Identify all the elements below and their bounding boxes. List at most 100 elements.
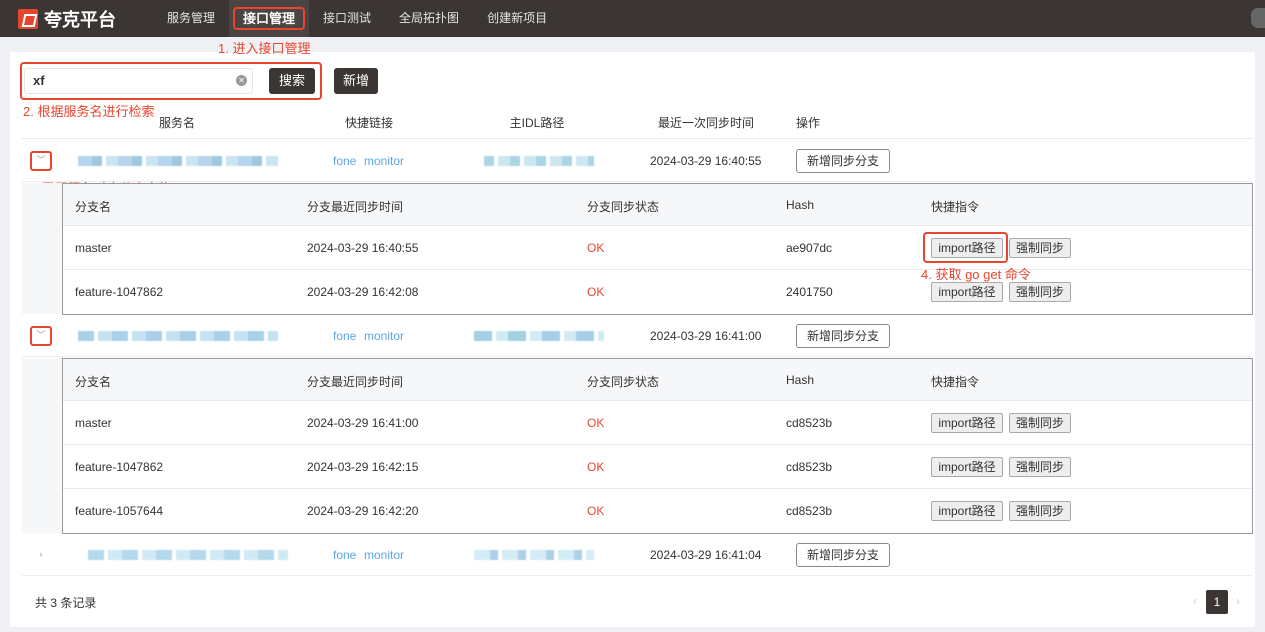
link-fone[interactable]: fone bbox=[333, 548, 357, 562]
import-highlight bbox=[923, 232, 1008, 263]
link-fone[interactable]: fone bbox=[333, 329, 357, 343]
add-button[interactable]: 新增 bbox=[334, 68, 378, 94]
total-records: 共 3 条记录 bbox=[35, 596, 97, 610]
service-name-redacted bbox=[78, 331, 278, 341]
subtable-indent bbox=[22, 358, 62, 533]
branch-time: 2024-03-29 16:42:15 bbox=[307, 460, 419, 474]
last-sync-time: 2024-03-29 16:41:00 bbox=[650, 329, 762, 343]
nav-interface-management[interactable]: 接口管理 bbox=[229, 0, 310, 37]
branch-table: 分支名 分支最近同步时间 分支同步状态 Hash 快捷指令 master 202… bbox=[62, 183, 1253, 315]
col-branch-sync-time: 分支最近同步时间 bbox=[307, 200, 404, 214]
search-input[interactable]: xf bbox=[24, 68, 253, 94]
col-branch-status: 分支同步状态 bbox=[587, 375, 660, 389]
header-last-sync: 最近一次同步时间 bbox=[657, 116, 755, 130]
link-fone[interactable]: fone bbox=[333, 154, 357, 168]
link-monitor[interactable]: monitor bbox=[364, 329, 405, 343]
link-monitor[interactable]: monitor bbox=[364, 548, 405, 562]
branch-row: feature-1047862 2024-03-29 16:42:15 OK c… bbox=[63, 445, 1252, 489]
chevron-down-icon[interactable]: ﹀ bbox=[30, 151, 52, 171]
page-1-button[interactable]: 1 bbox=[1206, 590, 1228, 614]
last-sync-time: 2024-03-29 16:40:55 bbox=[650, 154, 762, 168]
col-hash: Hash bbox=[786, 198, 815, 212]
annotation-step4: 4. 获取 go get 命令 bbox=[921, 267, 1031, 282]
col-branch-sync-time: 分支最近同步时间 bbox=[307, 375, 404, 389]
annotation-step2: 2. 根据服务名进行检索 bbox=[23, 104, 155, 119]
branch-time: 2024-03-29 16:40:55 bbox=[307, 241, 419, 255]
branch-row: feature-1047862 2024-03-29 16:42:08 OK 2… bbox=[63, 270, 1252, 314]
search-highlight bbox=[20, 62, 322, 100]
branch-hash: cd8523b bbox=[786, 416, 833, 430]
header-actions: 操作 bbox=[795, 116, 821, 130]
clear-icon[interactable]: ✕ bbox=[236, 75, 247, 86]
nav-create-project[interactable]: 创建新项目 bbox=[487, 11, 548, 25]
brand-name: 夸克平台 bbox=[44, 9, 116, 30]
col-hash: Hash bbox=[786, 373, 815, 387]
branch-hash: cd8523b bbox=[786, 460, 833, 474]
header-quick-links: 快捷链接 bbox=[344, 116, 394, 130]
branch-name: master bbox=[75, 241, 112, 255]
col-branch-name: 分支名 bbox=[75, 200, 112, 214]
add-sync-branch-button[interactable]: 新增同步分支 bbox=[796, 149, 890, 173]
service-name-redacted bbox=[88, 550, 288, 560]
prev-page-icon[interactable]: ‹ bbox=[1193, 594, 1197, 608]
annotation-step1: 1. 进入接口管理 bbox=[218, 41, 311, 56]
import-path-button[interactable]: import路径 bbox=[931, 457, 1003, 477]
table-header: 服务名 快捷链接 主IDL路径 最近一次同步时间 操作 bbox=[22, 106, 1253, 139]
import-path-button[interactable]: import路径 bbox=[931, 238, 1003, 258]
branch-time: 2024-03-29 16:41:00 bbox=[307, 416, 419, 430]
branch-status: OK bbox=[587, 241, 605, 255]
logo-icon bbox=[18, 8, 38, 29]
force-sync-button[interactable]: 强制同步 bbox=[1009, 457, 1071, 477]
branch-status: OK bbox=[587, 416, 605, 430]
add-sync-branch-button[interactable]: 新增同步分支 bbox=[796, 543, 890, 567]
search-button[interactable]: 搜索 bbox=[269, 68, 315, 94]
header-idl-path: 主IDL路径 bbox=[509, 116, 565, 130]
nav-service-management[interactable]: 服务管理 bbox=[167, 11, 216, 25]
link-monitor[interactable]: monitor bbox=[364, 154, 405, 168]
branch-status: OK bbox=[587, 460, 605, 474]
idl-path-redacted bbox=[474, 550, 594, 560]
nav-interface-testing[interactable]: 接口测试 bbox=[323, 11, 372, 25]
force-sync-button[interactable]: 强制同步 bbox=[1009, 282, 1071, 302]
branch-hash: ae907dc bbox=[786, 241, 833, 255]
user-avatar[interactable] bbox=[1251, 8, 1265, 28]
branch-time: 2024-03-29 16:42:20 bbox=[307, 504, 419, 518]
branch-status: OK bbox=[587, 504, 605, 518]
branch-table-header: 分支名 分支最近同步时间 分支同步状态 Hash 快捷指令 bbox=[63, 184, 1252, 226]
branch-row: feature-1057644 2024-03-29 16:42:20 OK c… bbox=[63, 489, 1252, 533]
branch-name: feature-1047862 bbox=[75, 285, 164, 299]
service-row: › fone monitor 2024-03-29 16:41:04 新增同步分… bbox=[22, 534, 1253, 576]
top-navbar: 夸克平台 服务管理 接口管理 接口测试 全局拓扑图 创建新项目 bbox=[0, 0, 1265, 37]
branch-status: OK bbox=[587, 285, 605, 299]
nav-global-topology[interactable]: 全局拓扑图 bbox=[399, 11, 460, 25]
force-sync-button[interactable]: 强制同步 bbox=[1009, 238, 1071, 258]
add-sync-branch-button[interactable]: 新增同步分支 bbox=[796, 324, 890, 348]
subtable-indent bbox=[22, 183, 62, 314]
idl-path-redacted bbox=[484, 156, 594, 166]
service-row: ﹀ fone monitor 2024-03-29 16:40:55 新增同步分… bbox=[22, 140, 1253, 182]
service-row: ﹀ fone monitor 2024-03-29 16:41:00 新增同步分… bbox=[22, 315, 1253, 357]
import-path-button[interactable]: import路径 bbox=[931, 501, 1003, 521]
branch-name: master bbox=[75, 416, 112, 430]
import-path-button[interactable]: import路径 bbox=[931, 282, 1003, 302]
idl-path-redacted bbox=[474, 331, 604, 341]
import-path-button[interactable]: import路径 bbox=[931, 413, 1003, 433]
next-page-icon[interactable]: › bbox=[1236, 594, 1240, 608]
chevron-right-icon[interactable]: › bbox=[39, 549, 43, 559]
branch-hash: 2401750 bbox=[786, 285, 833, 299]
branch-name: feature-1047862 bbox=[75, 460, 164, 474]
service-name-redacted bbox=[78, 156, 278, 166]
branch-time: 2024-03-29 16:42:08 bbox=[307, 285, 419, 299]
chevron-down-icon[interactable]: ﹀ bbox=[30, 326, 52, 346]
force-sync-button[interactable]: 强制同步 bbox=[1009, 413, 1071, 433]
branch-row: master 2024-03-29 16:40:55 OK ae907dc im… bbox=[63, 226, 1252, 270]
branch-hash: cd8523b bbox=[786, 504, 833, 518]
col-quick-commands: 快捷指令 bbox=[931, 200, 980, 214]
brand-logo[interactable]: 夸克平台 bbox=[18, 6, 153, 32]
col-branch-status: 分支同步状态 bbox=[587, 200, 660, 214]
branch-table: 分支名 分支最近同步时间 分支同步状态 Hash 快捷指令 master 202… bbox=[62, 358, 1253, 534]
force-sync-button[interactable]: 强制同步 bbox=[1009, 501, 1071, 521]
branch-table-header: 分支名 分支最近同步时间 分支同步状态 Hash 快捷指令 bbox=[63, 359, 1252, 401]
branch-name: feature-1057644 bbox=[75, 504, 164, 518]
col-branch-name: 分支名 bbox=[75, 375, 112, 389]
